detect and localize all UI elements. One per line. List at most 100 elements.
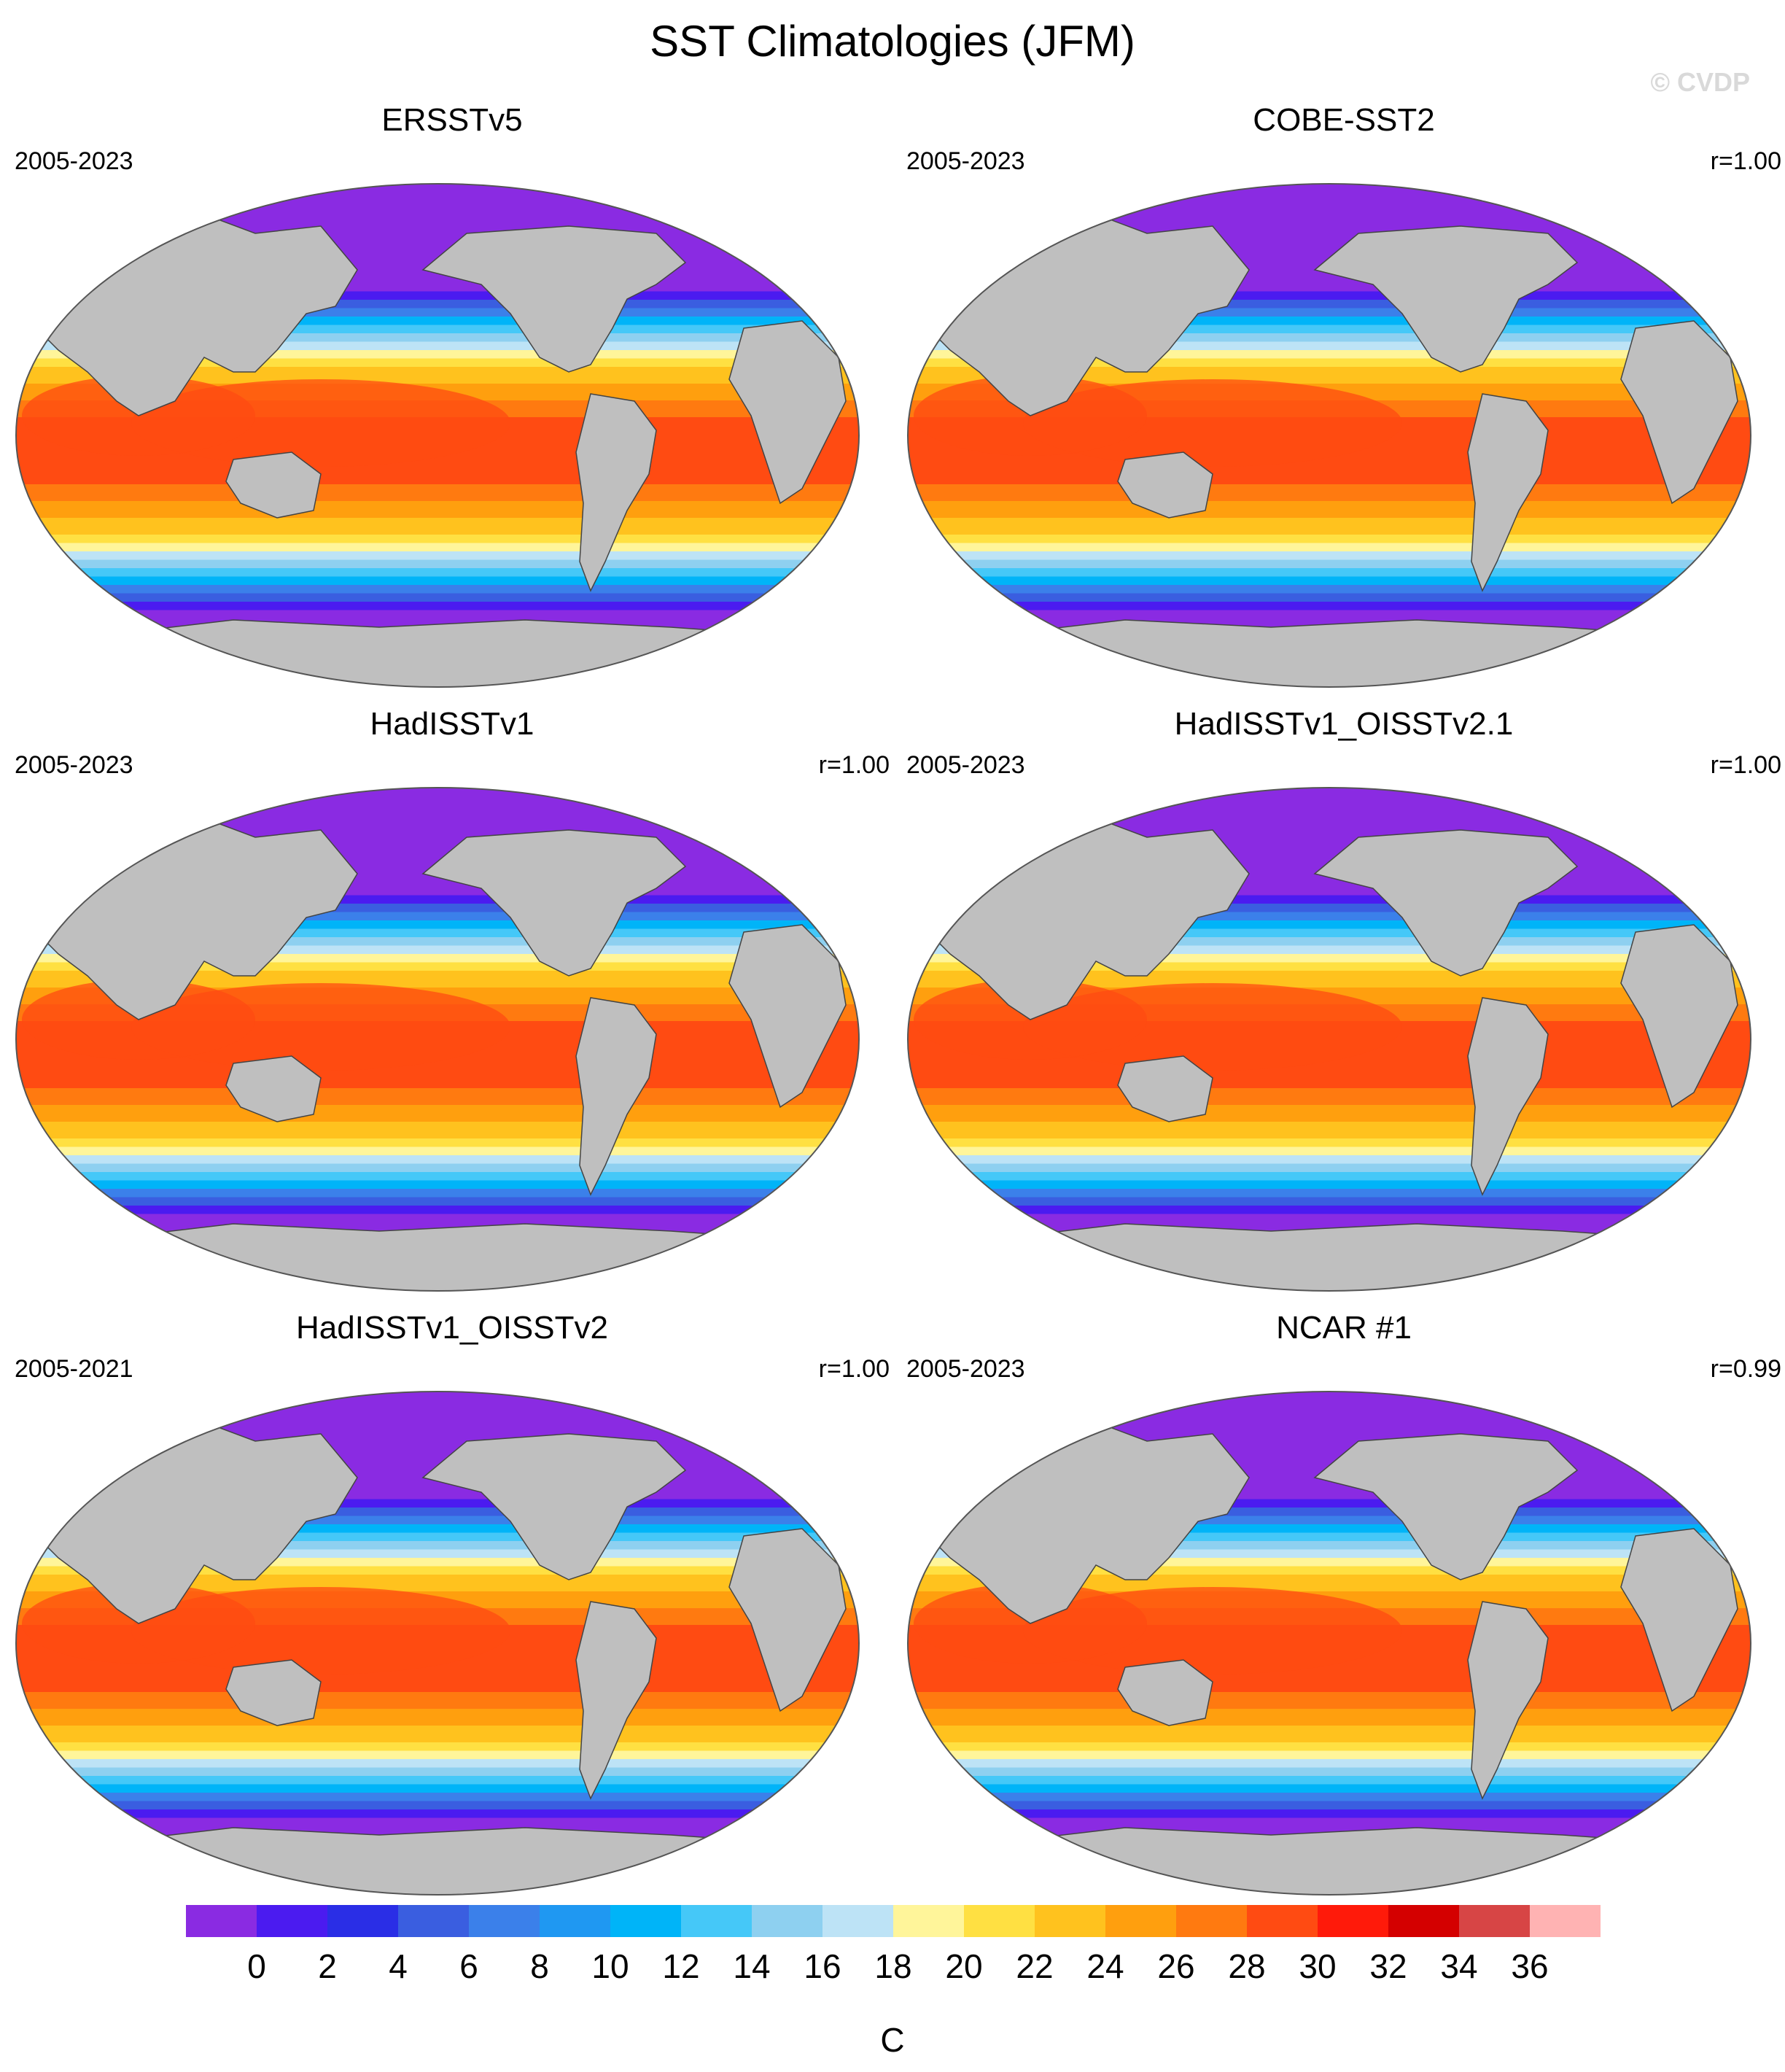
sst-band: [16, 1088, 859, 1098]
sst-band: [908, 199, 1751, 209]
sst-band: [16, 788, 859, 796]
sst-band: [908, 1767, 1751, 1777]
colorbar-swatch: [1459, 1905, 1530, 1937]
panel-correlation: r=0.99: [1710, 1355, 1781, 1383]
panel-years: 2005-2023: [906, 1355, 1025, 1383]
colorbar-swatch: [1530, 1905, 1601, 1937]
colorbar-swatch: [610, 1905, 681, 1937]
sst-band: [16, 837, 859, 846]
sst-band: [908, 828, 1751, 837]
sst-band: [16, 1583, 859, 1592]
sst-band: [908, 207, 1751, 217]
sst-band: [16, 543, 859, 552]
sst-band: [16, 1163, 859, 1173]
sst-band: [908, 184, 1751, 192]
sst-band: [908, 1197, 1751, 1206]
sst-band: [908, 1759, 1751, 1769]
colorbar-swatch: [1105, 1905, 1176, 1937]
sst-band: [16, 484, 859, 494]
continent-land: [1620, 1528, 1738, 1712]
sst-band: [908, 1214, 1751, 1223]
sst-band: [908, 1088, 1751, 1098]
antarctica-land: [108, 619, 774, 687]
map-outline: [15, 1391, 860, 1896]
sst-band: [16, 794, 859, 804]
colorbar-tick-label: 14: [733, 1947, 770, 1985]
sst-band: [16, 1197, 859, 1206]
sst-band: [16, 1784, 859, 1793]
sst-band: [908, 1146, 1751, 1156]
sst-band: [16, 1146, 859, 1156]
sst-band: [908, 1079, 1751, 1089]
sst-band: [908, 979, 1751, 988]
sst-band: [908, 568, 1751, 578]
sst-band: [908, 602, 1751, 611]
continent-land: [1117, 1659, 1213, 1726]
sst-band: [908, 1063, 1751, 1072]
panel-correlation: r=1.00: [818, 1355, 890, 1383]
colorbar-swatch: [1388, 1905, 1459, 1937]
sst-band: [16, 602, 859, 611]
panel-title: HadISSTv1_OISSTv2.1: [1174, 706, 1514, 742]
colorbar-swatch: [964, 1905, 1035, 1937]
sst-band: [16, 216, 859, 225]
sst-band: [908, 1155, 1751, 1165]
sst-band: [16, 1155, 859, 1165]
map-outline: [15, 787, 860, 1292]
antarctica-land: [1000, 1827, 1666, 1895]
sst-band: [16, 979, 859, 988]
continent-land: [225, 1659, 322, 1726]
colorbar-tick-label: 20: [945, 1947, 982, 1985]
sst-band: [908, 467, 1751, 477]
sst-band: [16, 476, 859, 485]
continent-land: [1313, 1433, 1579, 1580]
colorbar-swatch: [398, 1905, 469, 1937]
continent-land: [728, 1528, 847, 1712]
panel-years: 2005-2023: [906, 751, 1025, 779]
sst-band: [908, 1734, 1751, 1743]
sst-map: [15, 787, 860, 1292]
sst-band: [16, 1206, 859, 1215]
sst-band: [16, 1130, 859, 1139]
continent-land: [575, 1601, 657, 1800]
antarctica-land: [1000, 1223, 1666, 1291]
sst-band: [908, 375, 1751, 384]
continent-land: [421, 225, 687, 373]
sst-band: [16, 1717, 859, 1726]
sst-band: [16, 828, 859, 837]
sst-band: [16, 1692, 859, 1702]
colorbar-swatch: [1176, 1905, 1247, 1937]
sst-band: [908, 1096, 1751, 1106]
sst-band: [16, 1432, 859, 1441]
continent-land: [1313, 225, 1579, 373]
sst-band: [16, 1415, 859, 1424]
sst-band: [16, 1392, 859, 1400]
sst-band: [16, 459, 859, 468]
sst-band: [908, 1717, 1751, 1726]
sst-map: [907, 183, 1751, 688]
sst-band: [16, 501, 859, 511]
sst-band: [16, 845, 859, 854]
sst-band: [16, 1675, 859, 1685]
colorbar-tick-label: 24: [1086, 1947, 1124, 1985]
sst-band: [16, 1079, 859, 1089]
continent-land: [1467, 393, 1549, 592]
sst-map: [907, 1391, 1751, 1896]
map-outline: [907, 1391, 1751, 1896]
map-outline: [907, 183, 1751, 688]
sst-band: [16, 535, 859, 544]
continent-land: [225, 451, 322, 519]
panel-title: COBE-SST2: [1253, 102, 1435, 138]
sst-band: [16, 820, 859, 829]
sst-band: [16, 1759, 859, 1769]
colorbar-swatch: [1318, 1905, 1388, 1937]
sst-band: [908, 1392, 1751, 1400]
colorbar-tick-label: 36: [1511, 1947, 1548, 1985]
continent-land: [1620, 924, 1738, 1109]
colorbar-tick-label: 26: [1157, 1947, 1194, 1985]
sst-band: [908, 1415, 1751, 1424]
sst-band: [16, 233, 859, 242]
sst-band: [908, 1700, 1751, 1710]
sst-band: [908, 509, 1751, 519]
sst-band: [16, 1793, 859, 1802]
